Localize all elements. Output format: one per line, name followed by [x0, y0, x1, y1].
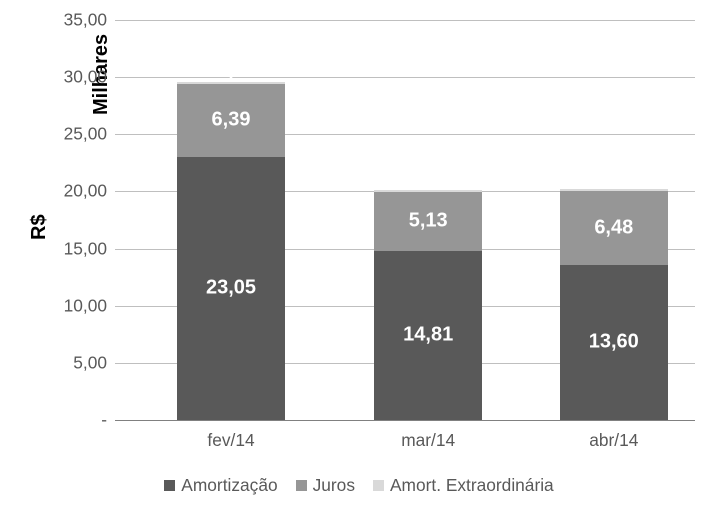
- legend-swatch: [373, 480, 384, 491]
- bar-segment: 23,05: [177, 157, 285, 420]
- bar-segment: -: [374, 190, 482, 192]
- bar-segment: 6,48: [560, 191, 668, 265]
- y-tick-label: 20,00: [64, 181, 107, 202]
- y-tick-label: 5,00: [73, 352, 107, 373]
- gridline: [115, 420, 695, 421]
- bar-column: 14,81 5,13 -: [374, 20, 482, 420]
- bar-segment-label: 13,60: [560, 331, 668, 354]
- legend-label: Amort. Extraordinária: [390, 475, 554, 496]
- bar-segment: 14,81: [374, 251, 482, 420]
- bar-segment-label: -: [612, 180, 615, 190]
- bar-segment: 6,39: [177, 84, 285, 157]
- legend-swatch: [164, 480, 175, 491]
- bar-column: 23,05 6,39 -: [177, 20, 285, 420]
- stacked-bar-chart: R$ Milhares -5,0010,0015,0020,0025,0030,…: [0, 0, 718, 510]
- bar-segment-label: 5,13: [374, 210, 482, 233]
- x-tick-label: abr/14: [589, 430, 638, 451]
- bar-segment: -: [560, 189, 668, 191]
- bar-segment-label: 6,48: [560, 216, 668, 239]
- bars-layer: 23,05 6,39 - 14,81 5,13 - 13,60 6,48 -: [115, 20, 695, 420]
- y-tick-label: 25,00: [64, 124, 107, 145]
- y-tick-label: -: [101, 410, 107, 431]
- y-tick-label: 30,00: [64, 67, 107, 88]
- y-tick-label: 35,00: [64, 10, 107, 31]
- x-tick-label: mar/14: [401, 430, 455, 451]
- bar-segment-label: 6,39: [177, 109, 285, 132]
- plot-area: -5,0010,0015,0020,0025,0030,0035,0023,05…: [115, 20, 695, 420]
- y-tick-label: 10,00: [64, 295, 107, 316]
- bar-segment: 5,13: [374, 192, 482, 251]
- bar-segment-label: -: [229, 73, 232, 83]
- legend: Amortização Juros Amort. Extraordinária: [0, 475, 718, 496]
- legend-item: Amortização: [164, 475, 277, 496]
- legend-swatch: [296, 480, 307, 491]
- legend-item: Amort. Extraordinária: [373, 475, 554, 496]
- legend-label: Juros: [313, 475, 355, 496]
- bar-segment: 13,60: [560, 265, 668, 420]
- bar-segment: -: [177, 82, 285, 84]
- y-axis-value-label: R$: [28, 214, 51, 240]
- bar-segment-label: 14,81: [374, 324, 482, 347]
- legend-label: Amortização: [181, 475, 277, 496]
- bar-segment-label: -: [427, 181, 430, 191]
- y-tick-label: 15,00: [64, 238, 107, 259]
- legend-item: Juros: [296, 475, 355, 496]
- bar-segment-label: 23,05: [177, 277, 285, 300]
- x-tick-label: fev/14: [207, 430, 254, 451]
- bar-column: 13,60 6,48 -: [560, 20, 668, 420]
